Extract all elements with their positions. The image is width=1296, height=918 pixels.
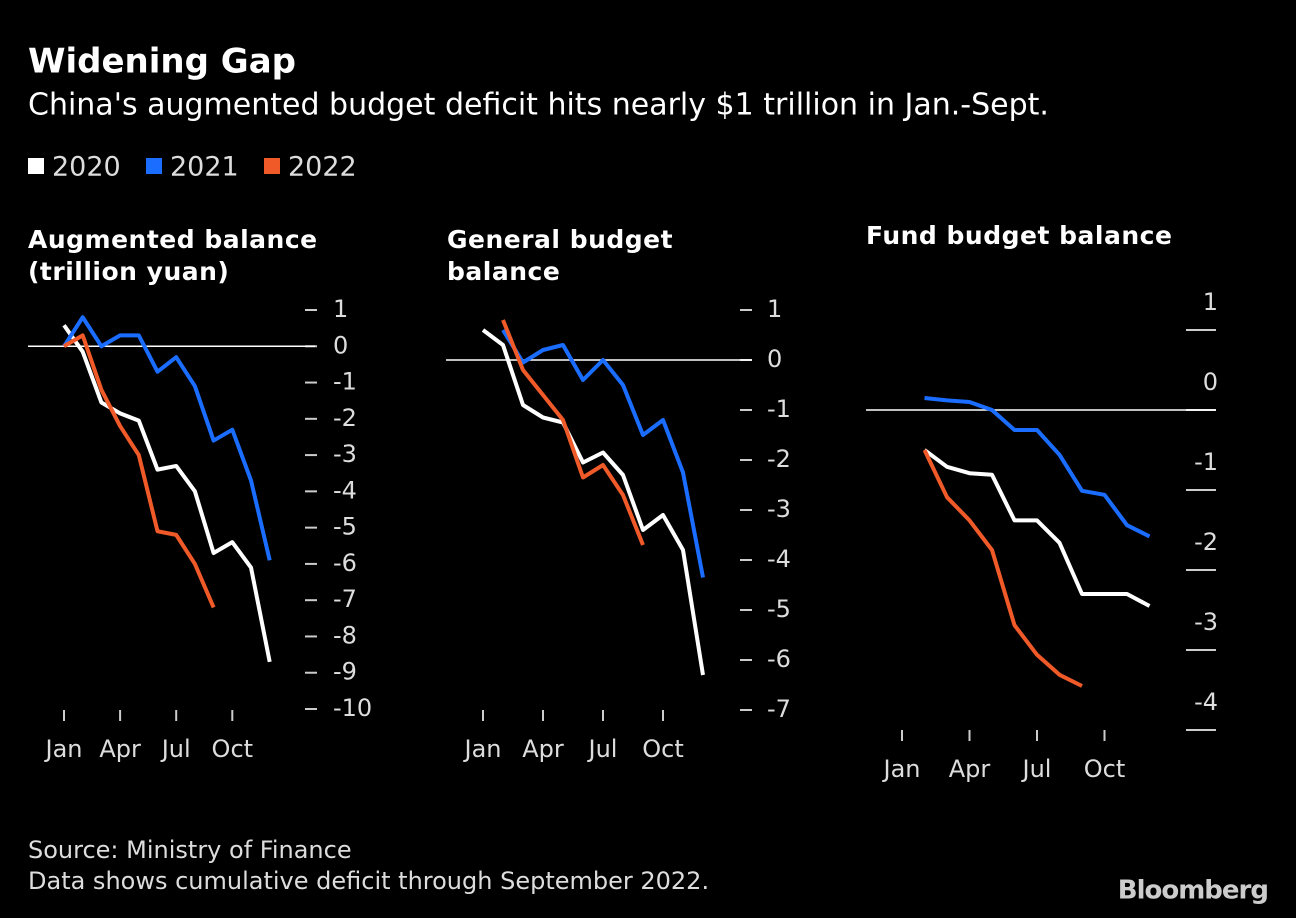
series-line	[481, 328, 705, 676]
y-tick-label: -2	[1194, 528, 1218, 556]
y-tick-label: 1	[767, 295, 782, 323]
panel-title: Augmented balance (trillion yuan)	[28, 225, 318, 286]
x-tick-label: Jan	[44, 735, 83, 763]
y-tick-label: -8	[333, 621, 357, 649]
legend-label: 2022	[288, 152, 357, 183]
y-tick-label: -4	[1194, 688, 1218, 716]
panel-title: General budget balance	[447, 225, 674, 286]
y-tick-label: -7	[333, 585, 357, 613]
x-tick-label: Oct	[642, 735, 684, 763]
source: Source: Ministry of Finance	[28, 836, 352, 864]
legend-swatch	[264, 158, 280, 174]
x-tick-label: Jan	[463, 735, 502, 763]
x-tick-label: Oct	[212, 735, 254, 763]
note: Data shows cumulative deficit through Se…	[28, 867, 709, 895]
series-line	[501, 319, 645, 546]
y-tick-label: -1	[1194, 448, 1218, 476]
y-tick-label: -7	[767, 695, 791, 723]
y-tick-label: 1	[1203, 288, 1218, 316]
y-tick-label: -6	[333, 549, 357, 577]
y-tick-label: 1	[333, 295, 348, 323]
y-tick-label: -2	[767, 445, 791, 473]
series-line	[62, 315, 272, 561]
y-tick-label: -10	[333, 694, 372, 722]
legend-swatch	[146, 158, 162, 174]
series-line	[62, 333, 216, 609]
x-tick-label: Jul	[1021, 755, 1052, 783]
y-tick-label: -5	[767, 595, 791, 623]
y-tick-label: -5	[333, 513, 357, 541]
y-tick-label: -3	[767, 495, 791, 523]
y-tick-label: -4	[767, 545, 791, 573]
title: Widening Gap	[28, 42, 296, 82]
x-tick-label: Jul	[587, 735, 618, 763]
legend-label: 2021	[170, 152, 239, 183]
y-tick-label: -1	[333, 368, 357, 396]
x-tick-label: Apr	[522, 735, 564, 763]
y-tick-label: 0	[333, 331, 348, 359]
series-line	[924, 396, 1151, 539]
x-tick-label: Oct	[1084, 755, 1126, 783]
y-tick-label: -3	[333, 440, 357, 468]
y-tick-label: -1	[767, 395, 791, 423]
legend-label: 2020	[52, 152, 121, 183]
y-tick-label: -3	[1194, 608, 1218, 636]
panel-title: Fund budget balance	[866, 221, 1173, 250]
y-tick-label: 0	[767, 345, 782, 373]
x-tick-label: Apr	[949, 755, 991, 783]
x-tick-label: Jan	[882, 755, 921, 783]
legend-swatch	[28, 158, 44, 174]
logo: Bloomberg	[1118, 876, 1268, 906]
series-line	[923, 448, 1151, 608]
x-tick-label: Apr	[99, 735, 141, 763]
subtitle: China's augmented budget deficit hits ne…	[28, 88, 1049, 123]
x-tick-label: Jul	[160, 735, 191, 763]
y-tick-label: -4	[333, 476, 357, 504]
series-line	[922, 449, 1083, 688]
y-tick-label: -2	[333, 404, 357, 432]
series-line	[62, 324, 272, 663]
y-tick-label: -9	[333, 658, 357, 686]
series-line	[501, 328, 705, 578]
y-tick-label: 0	[1203, 368, 1218, 396]
y-tick-label: -6	[767, 645, 791, 673]
